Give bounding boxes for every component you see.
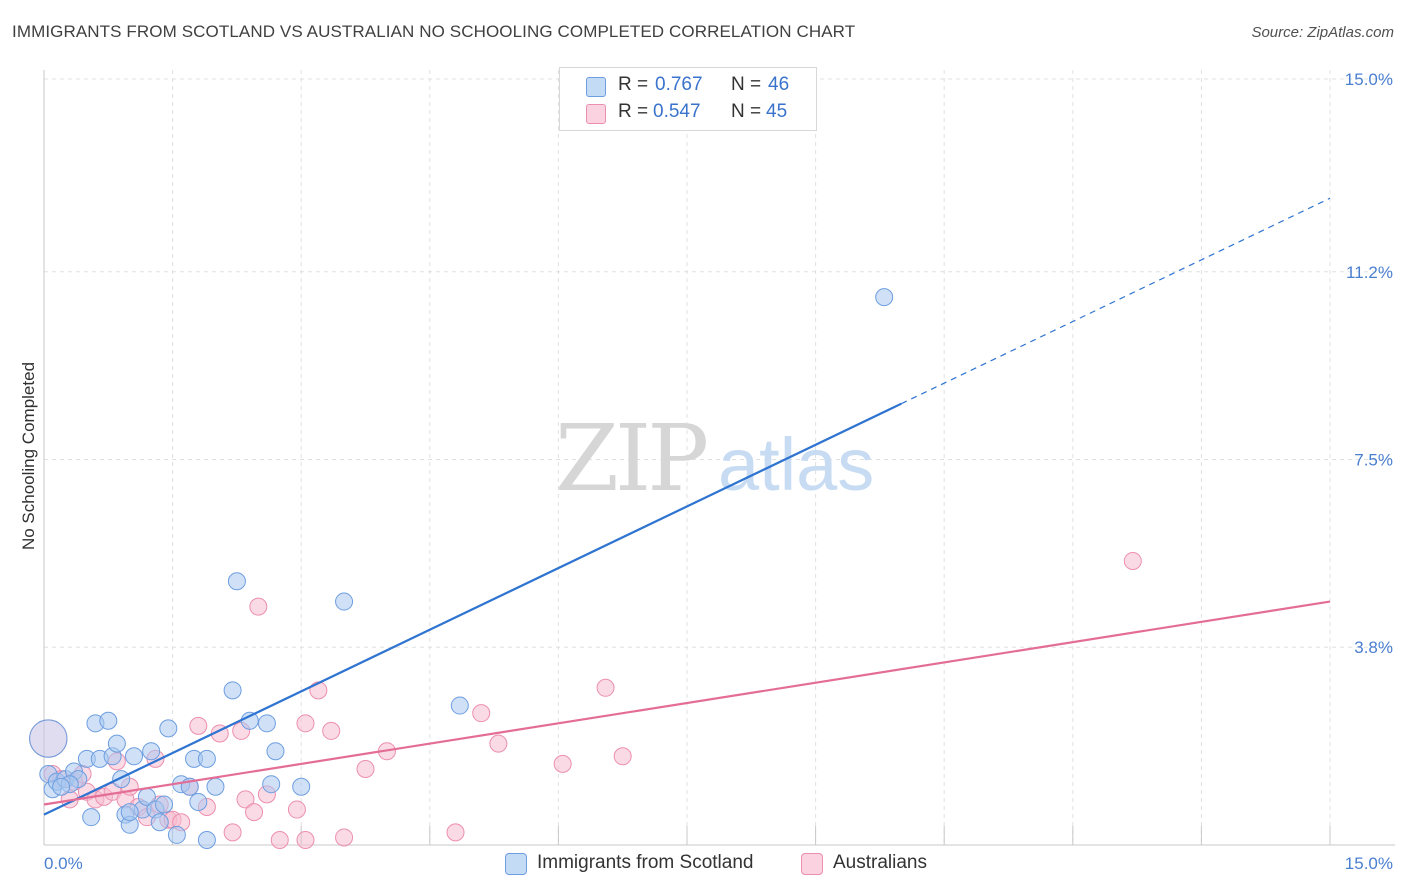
australians-point (596, 678, 615, 697)
bottom-legend-swatch-pink (801, 853, 823, 875)
legend-n-value: 45 (766, 101, 788, 122)
axes (43, 70, 1395, 846)
trend-lines (43, 197, 1331, 816)
bottom-legend-label-scotland: Immigrants from Scotland (537, 852, 754, 873)
australians-point (472, 704, 491, 723)
source-label: Source: ZipAtlas.com (1251, 24, 1394, 41)
australians-point (296, 831, 315, 849)
watermark: ZIP atlas (555, 405, 874, 512)
scotland-point (29, 719, 68, 758)
scotland-point (125, 747, 144, 766)
scotland-point (189, 792, 208, 811)
legend-swatch-pink (586, 104, 606, 124)
y-tick-labels: 3.8% 7.5% 11.2% 15.0% (1345, 70, 1393, 657)
australians-point (245, 803, 264, 822)
scotland-point (197, 749, 216, 768)
scotland-point (167, 825, 186, 844)
scotland-point (107, 734, 126, 753)
y-tick-label: 11.2% (1346, 263, 1393, 282)
legend-n-label: N = (731, 74, 762, 95)
legend-r-value: 0.547 (653, 101, 701, 122)
australians-point (489, 734, 508, 753)
scotland-point (875, 288, 894, 307)
australians-point (189, 716, 208, 735)
australians-point (249, 597, 268, 616)
scotland-point (266, 742, 285, 761)
y-axis-label: No Schooling Completed (19, 362, 38, 550)
scotland-point (292, 777, 311, 796)
chart-title: IMMIGRANTS FROM SCOTLAND VS AUSTRALIAN N… (12, 22, 856, 41)
grid-lines (44, 70, 1395, 845)
legend-r-label: R = (618, 74, 649, 95)
scotland-point (142, 742, 161, 761)
correlation-legend: R = 0.767 N = 46 R = 0.547 N = 45 (559, 67, 817, 131)
australians-point (356, 759, 375, 778)
legend-n-value: 46 (768, 74, 790, 95)
australians-point (270, 831, 289, 849)
y-tick-label: 7.5% (1354, 451, 1393, 470)
scotland-point (155, 795, 174, 814)
scotland-point (335, 592, 354, 611)
scotland-point (206, 777, 225, 796)
australians-point (296, 714, 315, 733)
bottom-legend-label-australians: Australians (833, 852, 927, 873)
legend-n-label: N = (731, 101, 762, 122)
watermark-zip: ZIP (555, 405, 706, 512)
legend-swatch-blue (586, 77, 606, 97)
australians-trend-line (43, 600, 1331, 806)
scotland-point (223, 681, 242, 700)
scotland-trend-extension (901, 197, 1331, 405)
australians-point (613, 747, 632, 766)
australians-point (309, 681, 328, 700)
australians-point (223, 823, 242, 842)
y-tick-label: 3.8% (1354, 638, 1393, 657)
australians-point (322, 721, 341, 740)
x-tick-min: 0.0% (44, 854, 83, 873)
scotland-point (99, 711, 118, 730)
australians-point (287, 800, 306, 819)
bottom-legend-swatch-blue (505, 853, 527, 875)
scotland-point (52, 777, 71, 796)
scotland-point (120, 803, 139, 822)
scotland-point (450, 696, 469, 715)
watermark-atlas: atlas (718, 423, 874, 506)
data-points (29, 288, 1142, 849)
scotland-point (112, 770, 131, 789)
y-tick-label: 15.0% (1345, 70, 1393, 89)
australians-point (236, 790, 255, 809)
scotland-point (82, 808, 101, 827)
australians-point (553, 754, 572, 773)
x-tick-max: 15.0% (1345, 854, 1393, 873)
scotland-point (150, 813, 169, 832)
scotland-point (197, 831, 216, 849)
australians-point (335, 828, 354, 847)
australians-point (446, 823, 465, 842)
australians-point (1123, 551, 1142, 570)
scotland-trend-line (43, 402, 902, 816)
scotland-point (159, 719, 178, 738)
legend-r-label: R = (618, 101, 649, 122)
scotland-point (227, 572, 246, 591)
scotland-point (262, 775, 281, 794)
scotland-point (257, 714, 276, 733)
legend-r-value: 0.767 (655, 74, 703, 95)
